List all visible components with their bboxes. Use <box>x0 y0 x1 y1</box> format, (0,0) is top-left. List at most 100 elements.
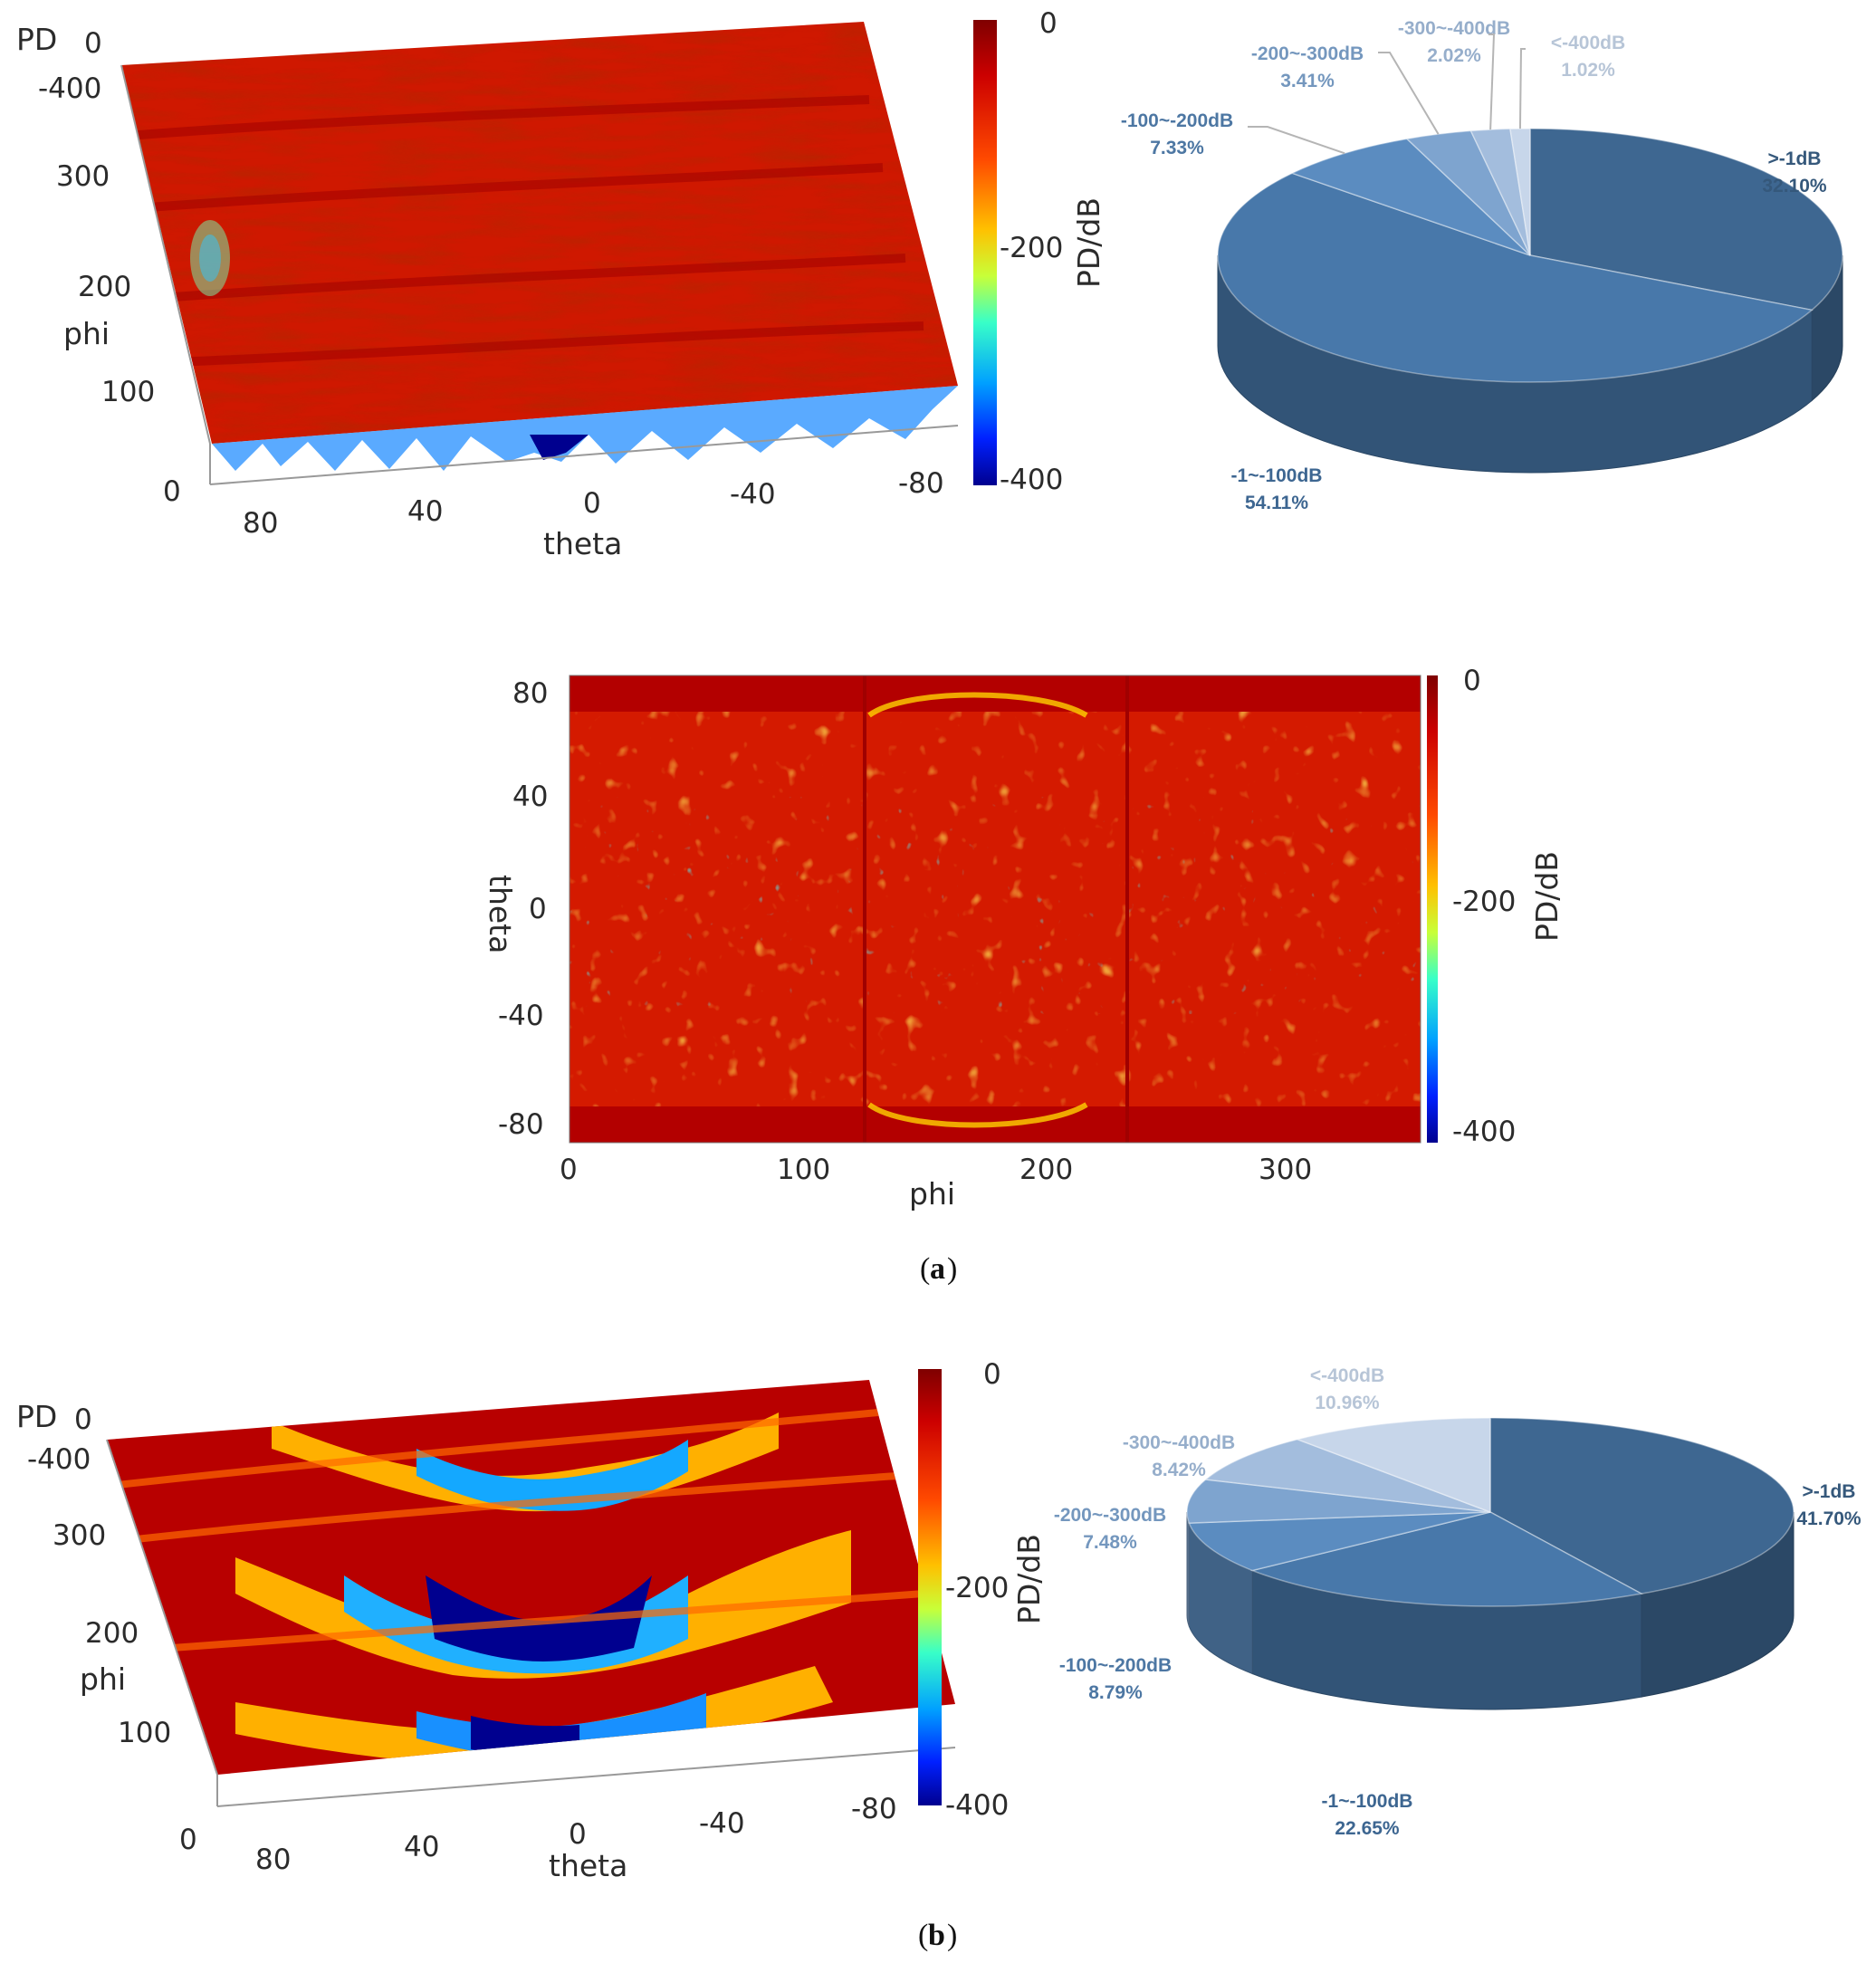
pie-value-2: 8.79% <box>1088 1682 1143 1703</box>
pie-value-1: 22.65% <box>1335 1818 1400 1839</box>
surface-a-y-tick-300: 300 <box>56 160 110 193</box>
colorbar-b-label: PD/dB <box>1011 1534 1047 1624</box>
heatmap-a-x-label: phi <box>909 1176 955 1211</box>
heatmap-a-x-tick-300: 300 <box>1259 1154 1312 1186</box>
pie-value-0: 32.10% <box>1762 176 1827 196</box>
pie-leader-5 <box>1518 48 1526 129</box>
pie-leader-2 <box>1248 126 1345 155</box>
colorbar-a <box>973 20 997 485</box>
pie-leader-4 <box>1488 34 1496 130</box>
pie-label-1: -1~-100dB <box>1231 465 1323 486</box>
colorbar-b <box>918 1369 942 1805</box>
surface-a-x-tick-minus80: -80 <box>898 467 944 500</box>
caption-a-letter: a <box>930 1252 945 1286</box>
pie-chart-b: >-1dB 41.70% -1~-100dB 22.65% -100~-200dB 8.7… <box>1054 1365 1862 1839</box>
caption-b-letter: b <box>928 1919 945 1952</box>
heatmap-a-y-label: theta <box>483 875 518 953</box>
colorbar-b-tick-200: -200 <box>945 1572 1009 1604</box>
pie-label-2: -100~-200dB <box>1121 110 1233 131</box>
surface-a-x-tick-80: 80 <box>243 507 278 540</box>
pie-chart-a: >-1dB 32.10% -1~-100dB 54.11% -100~-200dB 7.3… <box>1121 18 1843 513</box>
colorbar-a-tick-200: -200 <box>1000 232 1063 264</box>
heatmap-colorbar <box>1427 675 1438 1143</box>
surface-b-y-tick-0: 0 <box>179 1824 197 1856</box>
surface-b-y-label: phi <box>80 1661 126 1697</box>
caption-b-open: ( <box>918 1919 928 1952</box>
pie-value-4: 2.02% <box>1427 45 1481 66</box>
surface-a-x-tick-40: 40 <box>407 495 443 528</box>
heatmap-a-y-tick-minus40: -40 <box>498 1000 544 1032</box>
pie-slice-0 <box>1529 128 1843 311</box>
pie-value-3: 3.41% <box>1280 71 1335 91</box>
pie-label-4: -300~-400dB <box>1123 1432 1235 1453</box>
pie-label-5: <-400dB <box>1551 33 1625 53</box>
heatmap-colorbar-tick-200: -200 <box>1452 886 1516 918</box>
pie-label-0: >-1dB <box>1768 148 1822 169</box>
heatmap-a-y-tick-40: 40 <box>512 780 548 813</box>
pie-slice-2 <box>1188 1511 1491 1572</box>
heatmap-a-y-tick-minus80: -80 <box>498 1108 544 1141</box>
surface-b-y-tick-200: 200 <box>85 1617 139 1650</box>
heatmap-colorbar-tick-0: 0 <box>1463 665 1481 697</box>
pie-slice-1 <box>1217 172 1814 383</box>
surface-b-x-tick-80: 80 <box>255 1843 291 1876</box>
heatmap-a-x-tick-100: 100 <box>777 1154 830 1186</box>
heatmap-colorbar-tick-400: -400 <box>1452 1116 1516 1148</box>
surface-a-y-tick-200: 200 <box>78 271 131 303</box>
pie-label-0: >-1dB <box>1803 1481 1856 1502</box>
surface-a-y-tick-0: 0 <box>163 475 181 508</box>
colorbar-b-tick-0: 0 <box>983 1358 1001 1391</box>
heatmap-a-x-tick-0: 0 <box>560 1154 578 1186</box>
pie-slice-3 <box>1405 129 1531 256</box>
colorbar-b-tick-400: -400 <box>945 1789 1009 1822</box>
surface-a-y-tick-100: 100 <box>101 376 155 408</box>
surface-a-z-tick-top: 0 <box>84 27 102 60</box>
pie-leader-3 <box>1378 52 1440 135</box>
pie-slice-3 <box>1186 1479 1491 1524</box>
pie-label-3: -200~-300dB <box>1251 43 1364 64</box>
surface-b-z-label: PD <box>16 1399 57 1434</box>
pie-value-4: 8.42% <box>1152 1460 1206 1480</box>
pie-slice-0 <box>1489 1417 1795 1594</box>
surface-a-z-tick-bottom: -400 <box>38 72 101 105</box>
surface-b-x-tick-minus40: -40 <box>699 1807 745 1840</box>
pie-label-3: -200~-300dB <box>1054 1505 1166 1526</box>
caption-a-close: ) <box>947 1252 957 1286</box>
surface-b-x-tick-0: 0 <box>569 1818 587 1851</box>
surface-a-x-tick-0: 0 <box>583 487 601 520</box>
pie-value-1: 54.11% <box>1245 493 1308 513</box>
pie-label-2: -100~-200dB <box>1059 1655 1172 1676</box>
surface-a-x-tick-minus40: -40 <box>730 478 776 511</box>
pie-slice-side-3 <box>1186 1511 1190 1627</box>
pie-label-1: -1~-100dB <box>1322 1791 1413 1812</box>
caption-b-close: ) <box>947 1919 957 1952</box>
pie-slice-2 <box>1290 138 1531 256</box>
pie-value-5: 10.96% <box>1315 1393 1380 1413</box>
surface-b-x-label: theta <box>549 1848 627 1883</box>
surface-a-z-label: PD <box>16 22 57 57</box>
surface-b-x-tick-minus80: -80 <box>851 1793 897 1825</box>
pie-value-5: 1.02% <box>1561 60 1615 81</box>
surface-b-z-tick-bottom: -400 <box>27 1443 91 1476</box>
colorbar-a-label: PD/dB <box>1071 197 1106 288</box>
heatmap-a-x-tick-200: 200 <box>1019 1154 1073 1186</box>
heatmap-a-y-tick-0: 0 <box>529 893 547 925</box>
pie-slice-1 <box>1249 1511 1644 1607</box>
pie-slice-4 <box>1203 1438 1491 1513</box>
pie-value-0: 41.70% <box>1796 1508 1862 1529</box>
surface-a-x-label: theta <box>543 526 622 561</box>
heatmap-colorbar-label: PD/dB <box>1529 851 1565 942</box>
colorbar-a-tick-400: -400 <box>1000 464 1063 496</box>
pie-value-3: 7.48% <box>1083 1532 1137 1553</box>
surface-b-z-tick-top: 0 <box>74 1403 92 1436</box>
heatmap-a <box>569 675 1421 1144</box>
pie-label-5: <-400dB <box>1310 1365 1384 1386</box>
heatmap-a-y-tick-80: 80 <box>512 677 548 710</box>
pie-value-2: 7.33% <box>1150 138 1204 158</box>
surface-plot-b <box>106 1380 956 1807</box>
colorbar-a-tick-0: 0 <box>1039 7 1058 40</box>
pie-label-4: -300~-400dB <box>1398 18 1510 39</box>
pie-slice-5 <box>1295 1417 1491 1514</box>
surface-b-x-tick-40: 40 <box>404 1831 439 1863</box>
